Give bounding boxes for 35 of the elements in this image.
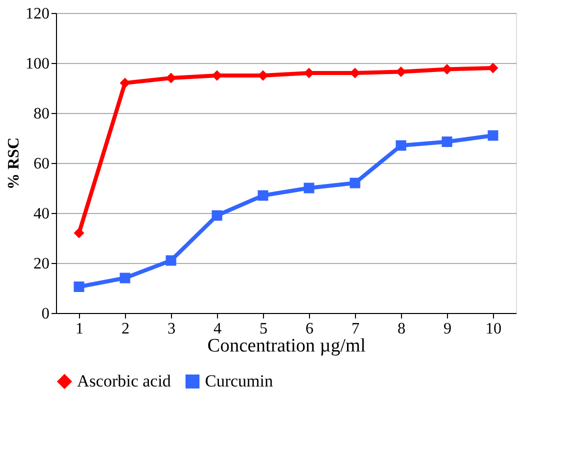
point (442, 136, 452, 147)
y-tick-label: 120 (26, 6, 50, 22)
x-tick-label: 8 (398, 320, 406, 338)
x-tick-label: 9 (444, 320, 452, 338)
x-tick-label: 3 (168, 320, 176, 338)
y-tick-label: 40 (34, 206, 50, 222)
point (258, 190, 268, 201)
point (120, 272, 130, 284)
point (304, 182, 314, 194)
y-tick-label: 100 (26, 56, 50, 72)
point (166, 255, 176, 266)
x-tick-label: 4 (214, 320, 222, 338)
y-axis-title: % RSC (6, 137, 22, 190)
x-tick-label: 7 (352, 320, 360, 338)
point (74, 282, 84, 292)
x-tick-label: 1 (76, 320, 84, 338)
point (166, 72, 176, 84)
x-tick-label: 6 (306, 320, 314, 338)
y-tick-label: 60 (34, 156, 50, 172)
point (488, 130, 498, 141)
x-tick-label: 5 (260, 320, 268, 338)
x-tick-label: 10 (486, 320, 502, 338)
point (212, 210, 222, 221)
y-tick-label: 80 (34, 106, 50, 122)
y-tick-label: 20 (34, 256, 50, 272)
y-tick-label: 0 (42, 306, 50, 322)
point (120, 78, 130, 88)
point (74, 228, 84, 238)
legend-label: Ascorbic acid (77, 372, 172, 391)
point (396, 140, 406, 151)
legend-label: Curcumin (205, 372, 274, 391)
x-tick-label: 2 (122, 320, 130, 338)
x-axis-title: Concentration µg/ml (207, 336, 366, 356)
point (350, 178, 360, 188)
point (488, 62, 498, 74)
